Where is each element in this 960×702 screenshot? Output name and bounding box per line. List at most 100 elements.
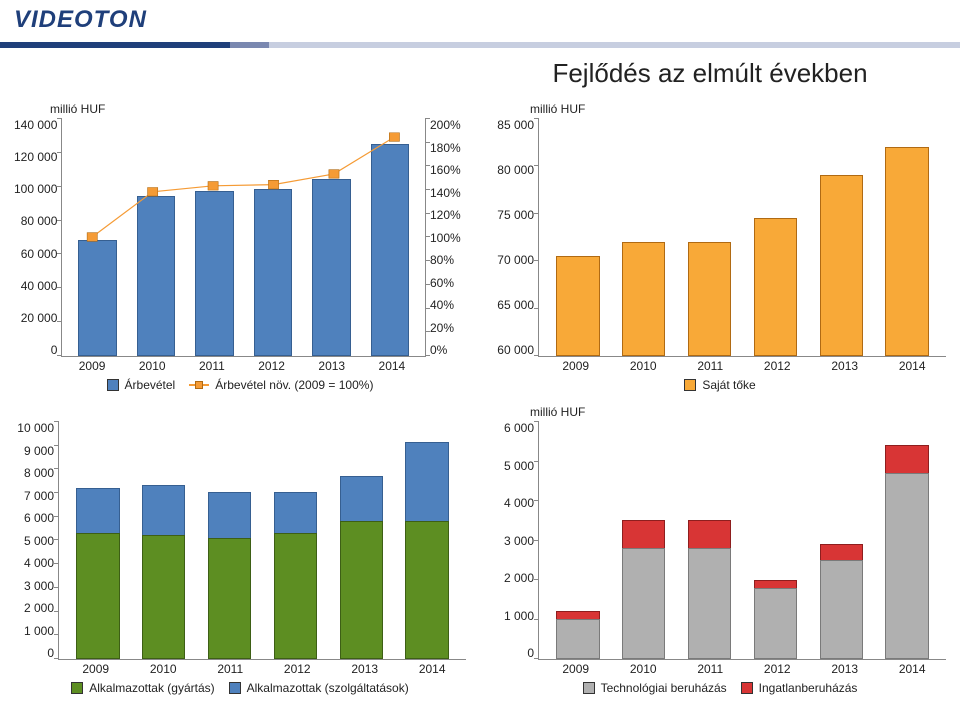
axis-tick-label: 60 000 xyxy=(21,247,58,261)
bar xyxy=(68,118,126,356)
bar xyxy=(262,421,328,659)
bar xyxy=(677,421,743,659)
chart-equity-xaxis: 2009 2010 2011 2012 2013 2014 xyxy=(494,357,946,375)
x-tick-label: 2010 xyxy=(150,662,177,676)
axis-tick-label: 140% xyxy=(430,186,461,200)
axis-tick-label: 60% xyxy=(430,276,454,290)
chart-investment-unit: millió HUF xyxy=(494,405,946,421)
axis-tick-label: 9 000 xyxy=(24,444,54,458)
axis-tick-label: 1 000 xyxy=(24,624,54,638)
axis-tick-label: 1 000 xyxy=(504,609,534,623)
x-tick-label: 2010 xyxy=(630,359,657,373)
axis-tick-label: 4 000 xyxy=(24,556,54,570)
axis-tick-label: 80 000 xyxy=(21,214,58,228)
x-tick-label: 2009 xyxy=(562,662,589,676)
axis-tick-label: 180% xyxy=(430,141,461,155)
bar xyxy=(131,421,197,659)
legend-label: Saját tőke xyxy=(702,378,755,392)
axis-tick-label: 100% xyxy=(430,231,461,245)
chart-employees-legend: Alkalmazottak (gyártás) Alkalmazottak (s… xyxy=(14,678,466,698)
x-tick-label: 2009 xyxy=(82,662,109,676)
chart-equity-plot xyxy=(538,118,946,357)
axis-tick-label: 40 000 xyxy=(21,279,58,293)
bar xyxy=(742,118,808,356)
bar xyxy=(361,118,419,356)
chart-employees-plot xyxy=(58,421,466,660)
chart-revenue-yaxis-right: 200%180%160%140%120%100%80%60%40%20%0% xyxy=(426,118,466,357)
axis-tick-label: 120% xyxy=(430,208,461,222)
bar xyxy=(545,118,611,356)
x-tick-label: 2013 xyxy=(318,359,345,373)
bar xyxy=(611,421,677,659)
bar xyxy=(742,421,808,659)
chart-employees: 10 0009 0008 0007 0006 0005 0004 0003 00… xyxy=(0,399,480,702)
axis-tick-label: 6 000 xyxy=(24,511,54,525)
x-tick-label: 2010 xyxy=(630,662,657,676)
axis-tick-label: 100 000 xyxy=(14,182,57,196)
legend-label: Ingatlanberuházás xyxy=(759,681,858,695)
x-tick-label: 2011 xyxy=(697,359,723,373)
bar xyxy=(394,421,460,659)
axis-tick-label: 120 000 xyxy=(14,150,57,164)
x-tick-label: 2012 xyxy=(764,359,791,373)
axis-tick-label: 3 000 xyxy=(504,534,534,548)
x-tick-label: 2014 xyxy=(899,359,926,373)
axis-tick-label: 65 000 xyxy=(497,298,534,312)
axis-tick-label: 3 000 xyxy=(24,579,54,593)
x-tick-label: 2014 xyxy=(379,359,406,373)
chart-investment-legend: Technológiai beruházás Ingatlanberuházás xyxy=(494,678,946,698)
axis-tick-label: 0 xyxy=(47,646,54,660)
axis-tick-label: 80 000 xyxy=(497,163,534,177)
axis-tick-label: 20% xyxy=(430,321,454,335)
x-tick-label: 2012 xyxy=(764,662,791,676)
axis-tick-label: 70 000 xyxy=(497,253,534,267)
x-tick-label: 2010 xyxy=(139,359,166,373)
brand-logo: VIDEOTON xyxy=(14,6,946,34)
legend-label: Árbevétel növ. (2009 = 100%) xyxy=(215,378,373,392)
x-tick-label: 2012 xyxy=(258,359,285,373)
axis-tick-label: 85 000 xyxy=(497,118,534,132)
chart-investment-xaxis: 200920102011201220132014 xyxy=(494,660,946,678)
axis-tick-label: 5 000 xyxy=(504,459,534,473)
axis-tick-label: 60 000 xyxy=(497,343,534,357)
bar xyxy=(611,118,677,356)
bar xyxy=(197,421,263,659)
bar xyxy=(302,118,360,356)
legend-label: Alkalmazottak (gyártás) xyxy=(89,681,214,695)
chart-equity-legend: Saját tőke xyxy=(494,375,946,395)
chart-employees-yaxis: 10 0009 0008 0007 0006 0005 0004 0003 00… xyxy=(14,421,58,660)
bar xyxy=(185,118,243,356)
x-tick-label: 2009 xyxy=(562,359,589,373)
axis-tick-label: 160% xyxy=(430,163,461,177)
bar xyxy=(328,421,394,659)
axis-tick-label: 2 000 xyxy=(24,601,54,615)
axis-tick-label: 6 000 xyxy=(504,421,534,435)
chart-revenue-xaxis: 200920102011201220132014 xyxy=(14,357,466,375)
x-tick-label: 2012 xyxy=(284,662,311,676)
x-tick-label: 2011 xyxy=(199,359,225,373)
x-tick-label: 2013 xyxy=(831,662,858,676)
axis-tick-label: 40% xyxy=(430,298,454,312)
axis-tick-label: 5 000 xyxy=(24,534,54,548)
chart-employees-xaxis: 200920102011201220132014 xyxy=(14,660,466,678)
chart-investment-plot xyxy=(538,421,946,660)
axis-tick-label: 140 000 xyxy=(14,118,57,132)
bar xyxy=(808,118,874,356)
chart-revenue-legend: Árbevétel Árbevétel növ. (2009 = 100%) xyxy=(14,375,466,395)
axis-tick-label: 2 000 xyxy=(504,571,534,585)
legend-label: Technológiai beruházás xyxy=(601,681,727,695)
axis-tick-label: 200% xyxy=(430,118,461,132)
x-tick-label: 2013 xyxy=(831,359,858,373)
axis-tick-label: 75 000 xyxy=(497,208,534,222)
chart-revenue-plot xyxy=(61,118,426,357)
axis-tick-label: 7 000 xyxy=(24,489,54,503)
charts-grid: millió HUF 140 000 120 000 100 000 80 000 60… xyxy=(0,96,960,702)
axis-tick-label: 0% xyxy=(430,343,447,357)
axis-tick-label: 4 000 xyxy=(504,496,534,510)
page-title: Fejlődés az elmúlt években xyxy=(480,58,940,89)
chart-revenue: millió HUF 140 000120 000100 00080 00060… xyxy=(0,96,480,399)
chart-equity-yaxis: 85 000 80 000 75 000 70 000 65 000 60 000 xyxy=(494,118,538,357)
x-tick-label: 2014 xyxy=(419,662,446,676)
chart-revenue-yaxis-left: 140 000120 000100 00080 00060 00040 0002… xyxy=(14,118,61,357)
chart-investment-yaxis: 6 0005 0004 0003 0002 0001 0000 xyxy=(494,421,538,660)
